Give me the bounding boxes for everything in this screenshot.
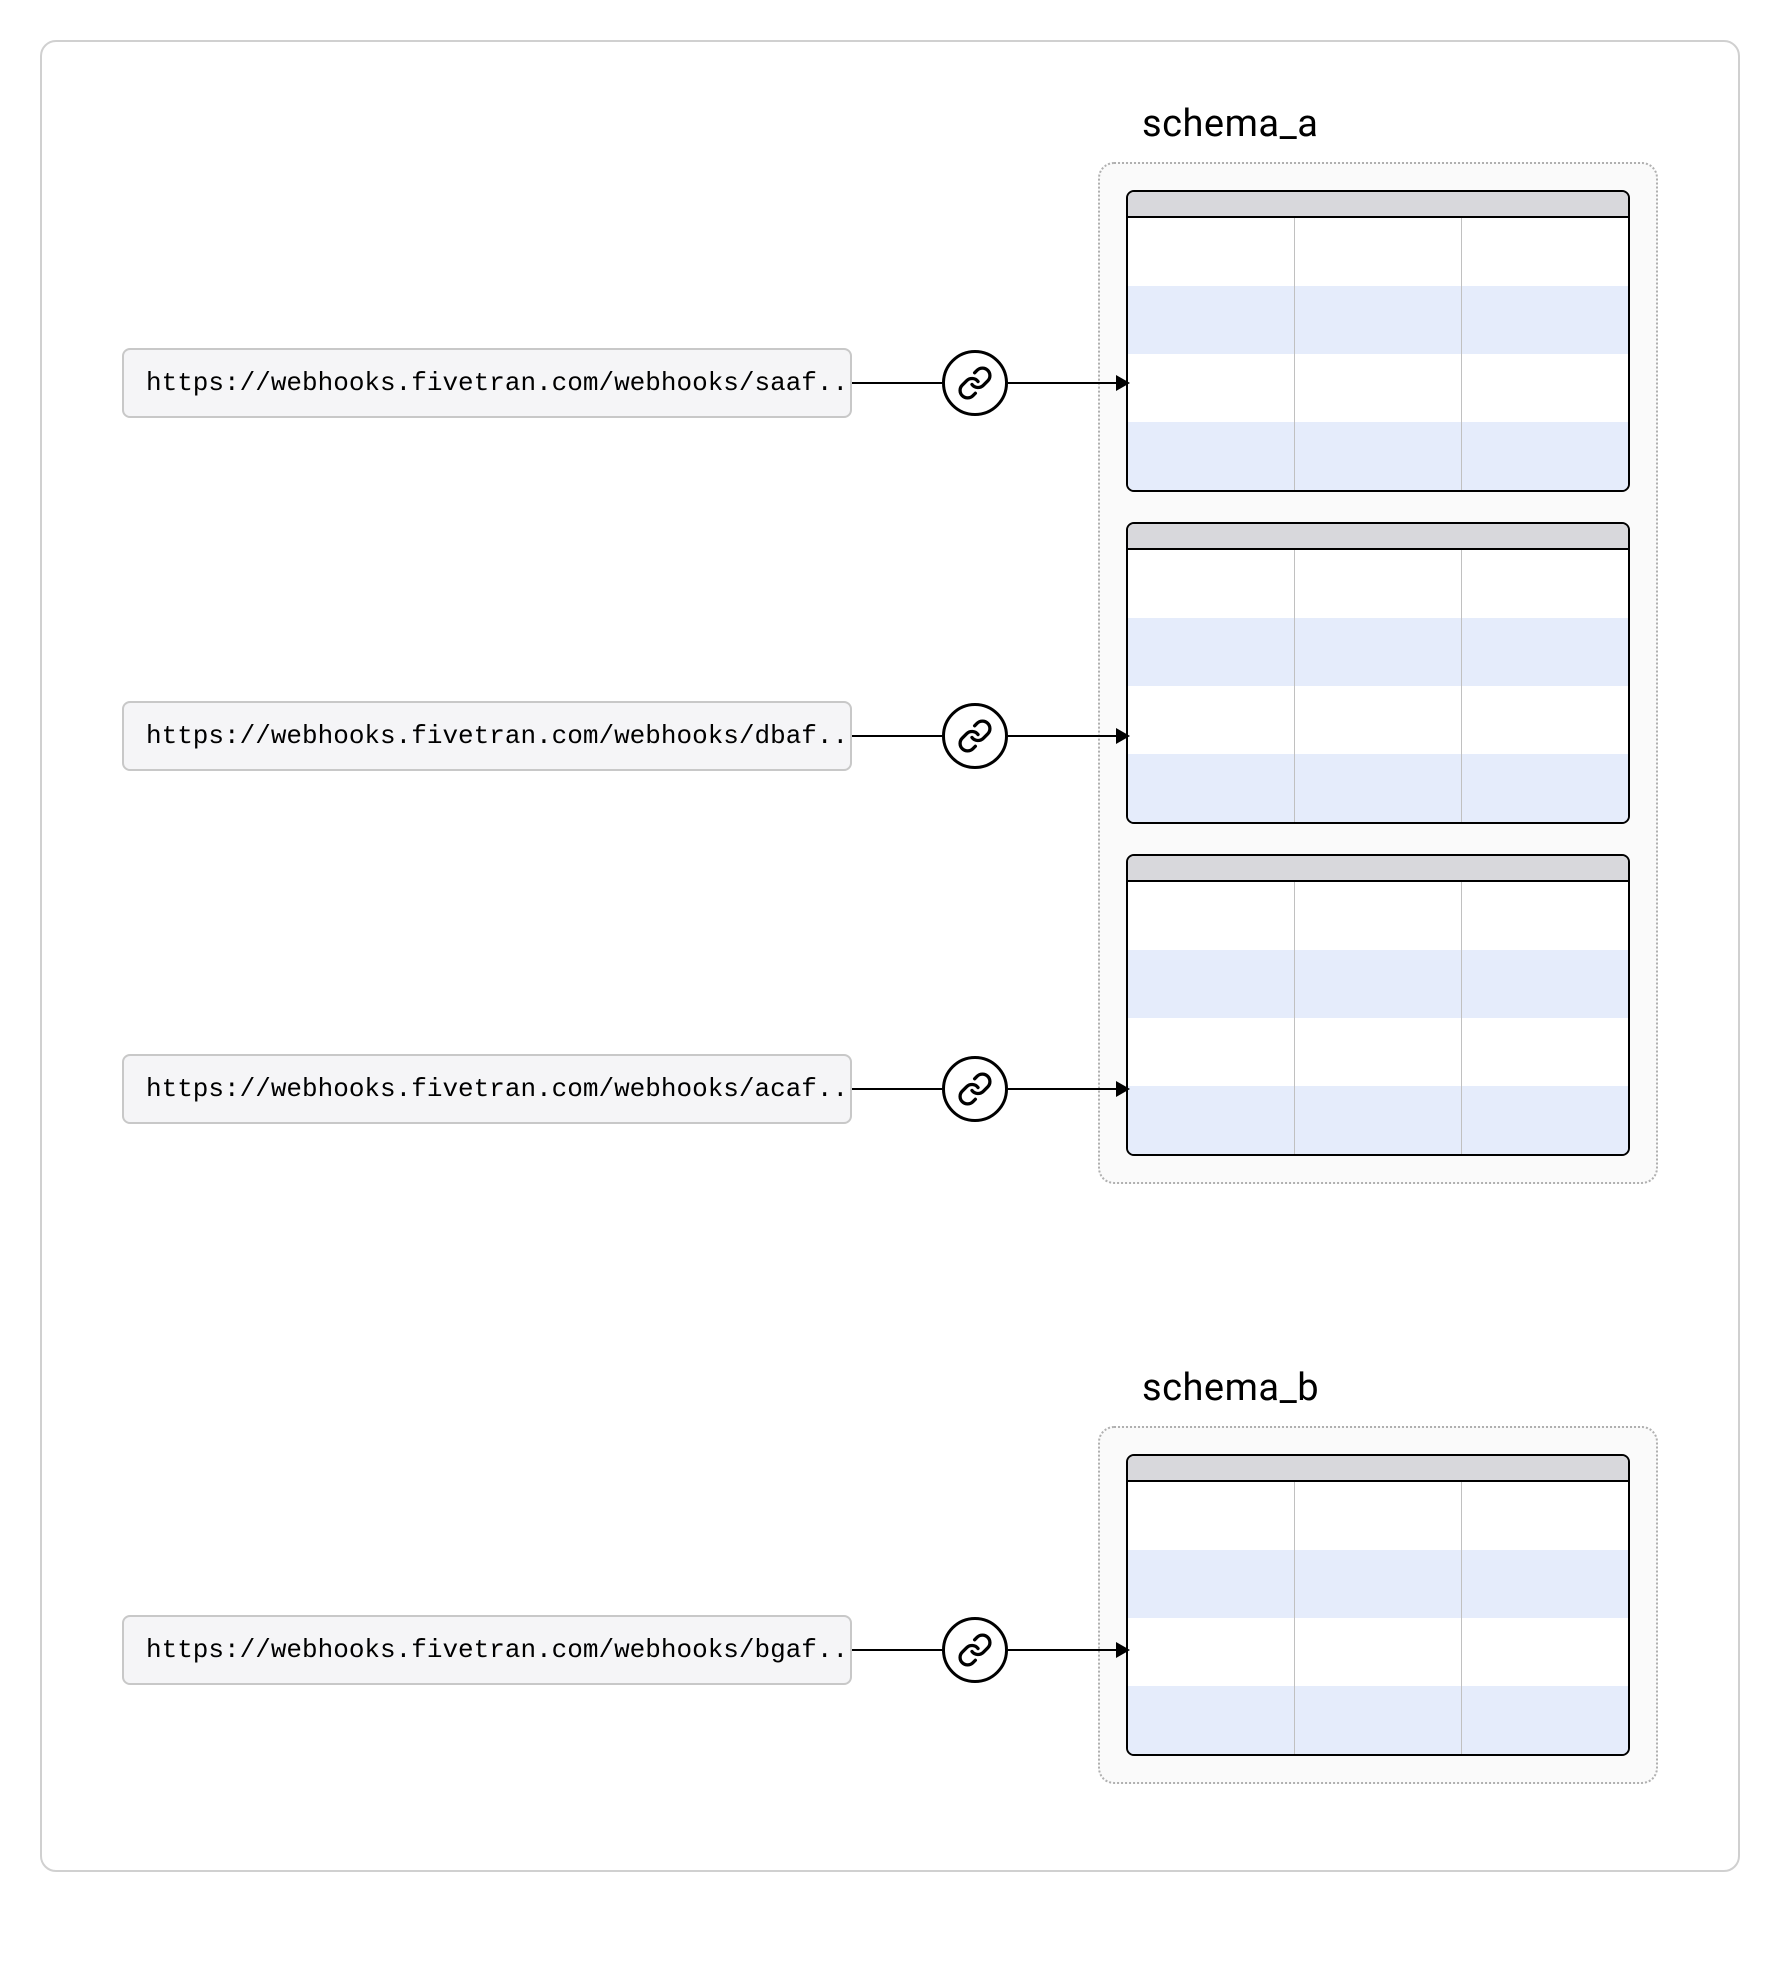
table-cell [1128, 950, 1295, 1018]
connector [852, 350, 1128, 416]
table-cell [1462, 286, 1628, 354]
schema-section-a: schema_a [122, 102, 1658, 1246]
table-header [1128, 524, 1628, 550]
table-cell [1295, 882, 1462, 950]
connector-line [852, 1088, 942, 1090]
link-icon [942, 1617, 1008, 1683]
webhook-url-box: https://webhooks.fivetran.com/webhooks/b… [122, 1615, 852, 1685]
table-cell [1128, 550, 1295, 618]
table-header [1128, 192, 1628, 218]
table-cell [1462, 1550, 1628, 1618]
connector-line [852, 1649, 942, 1651]
table-cell [1295, 218, 1462, 286]
connector-line [1008, 735, 1128, 737]
table-row [1128, 286, 1628, 354]
connector-line [1008, 1088, 1128, 1090]
arrow-head-icon [1116, 728, 1130, 744]
connector [852, 1617, 1128, 1683]
arrow-head-icon [1116, 1081, 1130, 1097]
schema-box-a [1098, 162, 1658, 1184]
schema-label-a: schema_a [1142, 102, 1658, 146]
link-icon [942, 350, 1008, 416]
table-cell [1128, 1482, 1295, 1550]
table-cell [1295, 618, 1462, 686]
schema-section-b: schema_b https://webhooks.fivetran.com/w… [122, 1366, 1658, 1810]
table-cell [1462, 1482, 1628, 1550]
table-row [1128, 882, 1628, 950]
link-icon [942, 1056, 1008, 1122]
connector-line [1008, 1649, 1128, 1651]
table-cell [1462, 882, 1628, 950]
arrow-head-icon [1116, 1642, 1130, 1658]
table-cell [1295, 1686, 1462, 1754]
table-cell [1128, 1550, 1295, 1618]
table-row [1128, 1686, 1628, 1754]
table-cell [1462, 550, 1628, 618]
table-row [1128, 218, 1628, 286]
table-row [1128, 422, 1628, 490]
connector-line [1008, 382, 1128, 384]
webhook-url-box: https://webhooks.fivetran.com/webhooks/d… [122, 701, 852, 771]
schema-label-b: schema_b [1142, 1366, 1658, 1410]
table-cell [1128, 618, 1295, 686]
table-row [1128, 950, 1628, 1018]
table-header [1128, 1456, 1628, 1482]
diagram-container: schema_a [40, 40, 1740, 1872]
table-cell [1295, 422, 1462, 490]
table-row [1128, 1550, 1628, 1618]
table-cell [1128, 1686, 1295, 1754]
webhook-url-box: https://webhooks.fivetran.com/webhooks/a… [122, 1054, 852, 1124]
connector [852, 1056, 1128, 1122]
table-row [1128, 1482, 1628, 1550]
table-cell [1295, 1482, 1462, 1550]
schema-box-b [1098, 1426, 1658, 1784]
table-cell [1462, 422, 1628, 490]
connector [852, 703, 1128, 769]
table-cell [1128, 218, 1295, 286]
table-row [1128, 550, 1628, 618]
table-cell [1462, 618, 1628, 686]
webhook-row: https://webhooks.fivetran.com/webhooks/b… [122, 1615, 1658, 1685]
table-cell [1295, 286, 1462, 354]
table-cell [1462, 950, 1628, 1018]
table-cell [1462, 218, 1628, 286]
connector-line [852, 735, 942, 737]
table-cell [1295, 550, 1462, 618]
table-cell [1128, 422, 1295, 490]
connector-line [852, 382, 942, 384]
webhook-row: https://webhooks.fivetran.com/webhooks/a… [122, 1054, 1658, 1124]
webhook-row: https://webhooks.fivetran.com/webhooks/s… [122, 348, 1658, 418]
table-widget [1126, 522, 1630, 824]
table-cell [1462, 1686, 1628, 1754]
table-cell [1128, 882, 1295, 950]
table-header [1128, 856, 1628, 882]
webhook-row: https://webhooks.fivetran.com/webhooks/d… [122, 701, 1658, 771]
table-widget [1126, 190, 1630, 492]
table-row [1128, 618, 1628, 686]
arrow-head-icon [1116, 375, 1130, 391]
table-cell [1295, 1550, 1462, 1618]
table-widget [1126, 1454, 1630, 1756]
webhook-url-box: https://webhooks.fivetran.com/webhooks/s… [122, 348, 852, 418]
table-cell [1128, 286, 1295, 354]
link-icon [942, 703, 1008, 769]
table-cell [1295, 950, 1462, 1018]
